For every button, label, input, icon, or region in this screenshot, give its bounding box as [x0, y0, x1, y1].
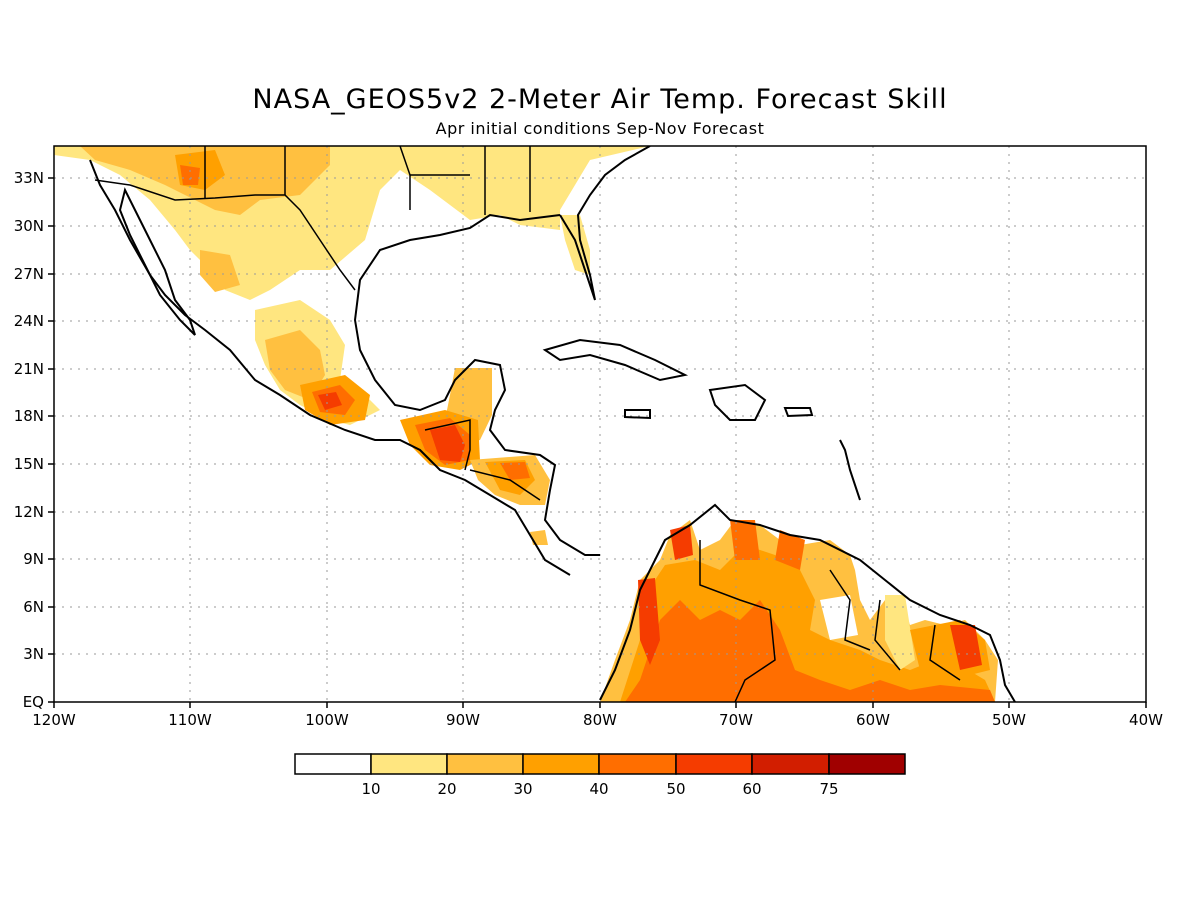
- lat-label: 3N: [23, 645, 44, 663]
- colorbar-box-5: [675, 753, 753, 775]
- axis-ticks: [48, 177, 1147, 708]
- grid-lines: [54, 146, 1146, 702]
- coast-hispaniola: [708, 383, 767, 421]
- border-guatemala: [424, 419, 471, 471]
- lon-label: 120W: [32, 711, 76, 729]
- colorbar-label: 30: [513, 780, 532, 798]
- shade-sa-deep: [625, 600, 995, 702]
- lat-label: 9N: [23, 550, 44, 568]
- colorbar-label: 60: [742, 780, 761, 798]
- lon-label: 100W: [305, 711, 349, 729]
- border-guyana-suriname: [874, 599, 901, 671]
- colorbar-label: 40: [589, 780, 608, 798]
- lat-labels: EQ 3N 6N 9N 12N 15N 18N 21N 24N 27N 30N …: [14, 169, 44, 711]
- colorbar-box-4: [598, 753, 677, 775]
- coast-baja: [118, 187, 196, 336]
- shade-amazon-core: [670, 670, 730, 702]
- colorbar-label: 50: [666, 780, 685, 798]
- lon-label: 90W: [446, 711, 480, 729]
- shade-venezuela-east: [775, 530, 805, 570]
- shade-guerrero-red: [318, 392, 342, 410]
- shade-guiana-yellow: [885, 595, 915, 670]
- colorbar-box-0: [294, 753, 372, 775]
- colorbar-box-2: [446, 753, 524, 775]
- coast-lesser-antilles: [839, 439, 861, 501]
- shade-sierra: [200, 250, 240, 292]
- lon-label: 80W: [583, 711, 617, 729]
- colorbar-box-7: [828, 753, 906, 775]
- shade-french-guiana-red: [950, 625, 982, 670]
- coast-gulf: [353, 213, 600, 556]
- shade-colombia-west: [638, 578, 660, 665]
- lat-label: 15N: [14, 455, 44, 473]
- lon-label: 50W: [992, 711, 1026, 729]
- coast-florida: [559, 146, 651, 301]
- coast-jamaica: [624, 409, 651, 420]
- lat-label: 21N: [14, 360, 44, 378]
- lon-label: 110W: [168, 711, 212, 729]
- border-suriname-fg: [929, 624, 961, 681]
- colorbar: 10 20 30 40 50 60 75: [294, 753, 906, 798]
- lat-label: 33N: [14, 169, 44, 187]
- lat-label: 12N: [14, 503, 44, 521]
- lat-label: 27N: [14, 265, 44, 283]
- shade-venezuela: [730, 520, 760, 560]
- chart-title: NASA_GEOS5v2 2-Meter Air Temp. Forecast …: [252, 84, 948, 115]
- chart-subtitle: Apr initial conditions Sep-Nov Forecast: [435, 119, 765, 138]
- colorbar-label: 10: [361, 780, 380, 798]
- shade-central-mexico-2: [265, 330, 325, 400]
- shade-honduras-red: [500, 462, 530, 480]
- lat-label: 18N: [14, 407, 44, 425]
- shade-gulf-coast: [500, 180, 530, 212]
- border-us-mexico: [94, 179, 356, 291]
- shade-guatemala-red: [430, 425, 465, 462]
- border-honduras: [469, 469, 541, 501]
- border-colombia-venezuela: [699, 540, 776, 702]
- lat-label: EQ: [23, 693, 44, 711]
- lon-labels: 120W 110W 100W 90W 80W 70W 60W 50W 40W: [32, 711, 1163, 729]
- coast-puerto-rico: [783, 407, 814, 418]
- coastlines: [89, 146, 1016, 702]
- coast-south-america: [599, 503, 1016, 702]
- border-venezuela-guyana: [829, 569, 871, 651]
- lat-label: 30N: [14, 217, 44, 235]
- borders: [94, 146, 961, 702]
- shade-nicaragua: [530, 530, 548, 545]
- shade-sonora-spot: [180, 165, 200, 185]
- border-us-states: [204, 146, 531, 215]
- colorbar-box-1: [370, 753, 448, 775]
- colorbar-label: 75: [819, 780, 838, 798]
- lat-label: 24N: [14, 312, 44, 330]
- colorbar-box-6: [751, 753, 830, 775]
- colorbar-label: 20: [437, 780, 456, 798]
- colorbar-box-3: [522, 753, 600, 775]
- lon-label: 40W: [1129, 711, 1163, 729]
- coast-cuba: [542, 338, 689, 382]
- lat-label: 6N: [23, 598, 44, 616]
- lon-label: 60W: [856, 711, 890, 729]
- lon-label: 70W: [719, 711, 753, 729]
